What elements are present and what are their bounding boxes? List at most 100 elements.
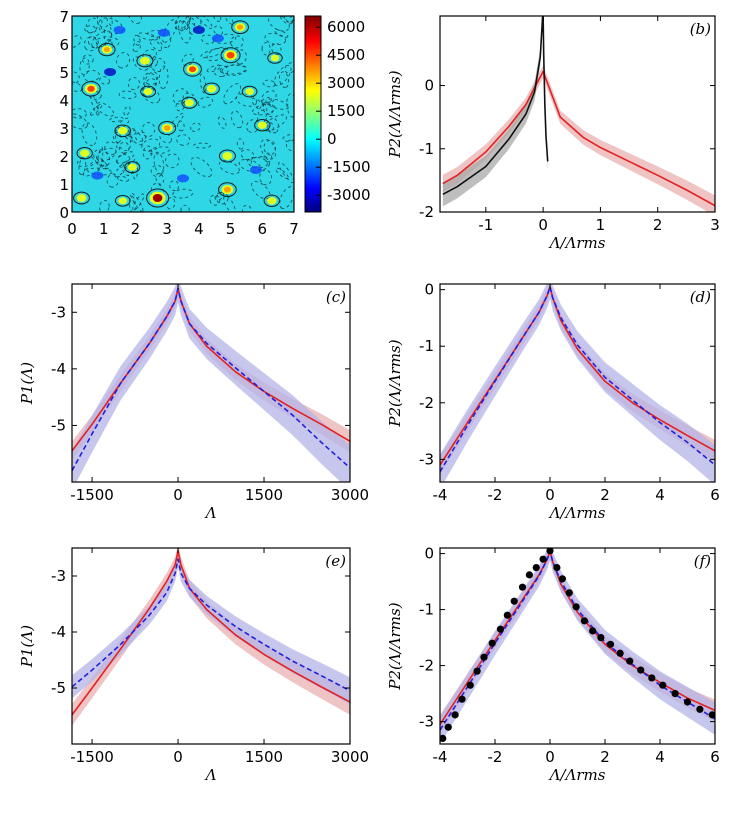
data-point — [606, 640, 615, 648]
hot-spot — [208, 86, 215, 92]
hot-spot — [145, 89, 151, 94]
contour-line — [117, 117, 130, 129]
y-tick-label: -1 — [419, 337, 434, 355]
data-point — [597, 634, 605, 642]
y-tick-label: -3 — [51, 567, 66, 585]
contour-line — [172, 88, 189, 105]
x-tick-label: 3 — [162, 220, 172, 238]
contour-line — [116, 52, 131, 69]
contour-line — [95, 102, 115, 117]
data-point — [580, 617, 588, 625]
data-point — [480, 653, 488, 661]
series-red-line — [72, 549, 350, 716]
x-tick-label: -1500 — [70, 748, 114, 766]
plot-area — [72, 548, 350, 726]
contour-line — [78, 157, 87, 176]
y-axis-label: P2(Λ/Λrms) — [386, 339, 404, 427]
contour-line — [217, 116, 227, 129]
y-tick-label: -5 — [51, 679, 66, 697]
y-tick-label: -2 — [419, 394, 434, 412]
contour-line — [123, 105, 131, 116]
panel-frame — [71, 547, 351, 745]
contour-line — [153, 151, 165, 175]
x-tick-label: 7 — [289, 220, 299, 238]
contour-line — [143, 72, 158, 85]
y-tick-label: -1 — [419, 140, 434, 158]
hot-spot-contour — [81, 81, 101, 97]
contour-line — [81, 54, 94, 65]
data-point — [503, 611, 511, 619]
contour-line — [236, 138, 245, 150]
contour-line — [190, 122, 201, 132]
x-tick-label: 2 — [600, 748, 610, 766]
contour-line — [178, 19, 191, 44]
contour-line — [176, 134, 191, 146]
contour-line — [169, 180, 180, 192]
contour-line — [206, 64, 222, 73]
hot-spot-contour — [114, 194, 131, 207]
x-tick-label: -1500 — [70, 486, 114, 504]
contour-line — [128, 195, 136, 212]
x-tick-label: 2 — [653, 216, 663, 234]
contour-line — [150, 164, 164, 177]
data-point — [553, 564, 561, 572]
hot-spot-contour — [183, 61, 202, 77]
y-tick-label: 7 — [59, 8, 69, 26]
contour-line — [116, 153, 131, 169]
contour-line — [137, 32, 158, 41]
y-tick-label: 0 — [424, 545, 434, 563]
hot-spot — [269, 198, 275, 204]
colorbar-gradient — [304, 15, 322, 213]
x-tick-label: 6 — [258, 220, 268, 238]
hot-spot — [247, 89, 253, 94]
contour-line — [261, 42, 271, 56]
contour-line — [72, 113, 88, 130]
data-point — [496, 625, 505, 633]
contour-line — [133, 34, 141, 46]
data-point — [466, 681, 474, 689]
panel-label: (e) — [325, 552, 346, 570]
contour-line — [96, 147, 117, 162]
contour-line — [230, 110, 244, 129]
contour-line — [127, 128, 137, 136]
contour-line — [209, 194, 221, 206]
data-point — [708, 711, 715, 719]
plot-area — [442, 16, 715, 212]
hot-spot — [119, 128, 126, 134]
contour-line — [259, 169, 273, 186]
cold-spot — [192, 26, 205, 34]
plot-area — [440, 284, 715, 482]
data-point — [440, 734, 447, 742]
contour-line — [162, 18, 178, 43]
y-tick-label: 6 — [59, 36, 69, 54]
x-tick-label: 1 — [596, 216, 606, 234]
hot-spot — [87, 85, 95, 92]
contour-line — [132, 158, 138, 180]
x-tick-label: -2 — [488, 748, 503, 766]
colorbar-tick-label: -1500 — [327, 158, 371, 176]
x-tick-label: 4 — [655, 748, 665, 766]
contour-line — [96, 16, 103, 31]
hot-spot-contour — [136, 54, 154, 68]
contour-line — [188, 16, 202, 27]
x-tick-label: 0 — [545, 748, 555, 766]
contour-line — [218, 160, 240, 175]
x-tick-label: 3000 — [331, 486, 369, 504]
panel-frame — [71, 283, 351, 483]
series-black-line — [442, 16, 549, 196]
y-tick-label: 4 — [59, 92, 69, 110]
colorbar-tick-label: 3000 — [327, 74, 365, 92]
y-tick-label: -4 — [51, 623, 66, 641]
contour-line — [223, 195, 236, 212]
hot-spot — [224, 153, 231, 159]
data-point — [518, 583, 527, 591]
colorbar-tick-label: 6000 — [327, 18, 365, 36]
contour-line — [286, 139, 294, 151]
contour-line — [177, 120, 185, 132]
data-point — [572, 603, 580, 611]
series-blue-band — [72, 284, 350, 482]
hot-spot-contour — [241, 85, 258, 98]
contour-line — [286, 93, 294, 118]
contour-line — [91, 30, 113, 49]
y-axis-label: P1(Λ) — [18, 625, 36, 668]
